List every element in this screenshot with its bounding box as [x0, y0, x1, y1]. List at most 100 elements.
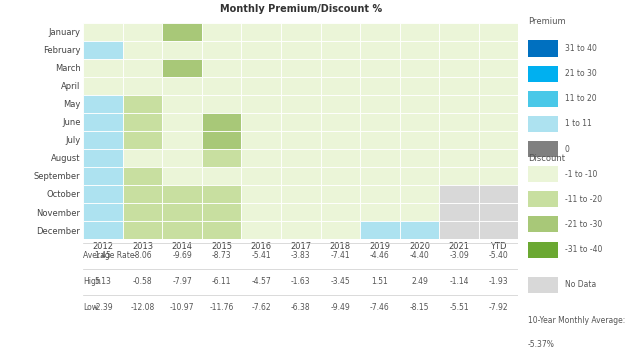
- Bar: [439, 41, 479, 59]
- Bar: [83, 221, 123, 239]
- Bar: [241, 77, 281, 95]
- Bar: [202, 41, 241, 59]
- Bar: [400, 23, 439, 41]
- Bar: [439, 95, 479, 113]
- Bar: [321, 185, 360, 203]
- Text: -1.63: -1.63: [291, 277, 310, 286]
- Text: -7.41: -7.41: [330, 251, 350, 260]
- Text: High: High: [83, 277, 101, 286]
- Bar: [202, 59, 241, 77]
- Text: Monthly Premium/Discount %: Monthly Premium/Discount %: [220, 4, 382, 14]
- Bar: [479, 203, 518, 221]
- Text: -5.37%: -5.37%: [528, 340, 555, 349]
- Bar: [321, 77, 360, 95]
- Text: -5.40: -5.40: [489, 251, 509, 260]
- Bar: [281, 221, 321, 239]
- Bar: [360, 59, 400, 77]
- Bar: [202, 203, 241, 221]
- Text: -1 to -10: -1 to -10: [565, 170, 597, 179]
- Bar: [400, 59, 439, 77]
- Bar: [83, 77, 123, 95]
- Bar: [439, 221, 479, 239]
- Text: -12.08: -12.08: [131, 304, 155, 312]
- Text: Premium: Premium: [528, 17, 566, 26]
- Bar: [281, 113, 321, 131]
- Bar: [163, 59, 202, 77]
- Bar: [241, 185, 281, 203]
- Bar: [281, 185, 321, 203]
- Bar: [202, 221, 241, 239]
- Bar: [321, 59, 360, 77]
- Bar: [528, 40, 557, 57]
- Bar: [321, 167, 360, 185]
- Text: 11 to 20: 11 to 20: [565, 94, 596, 103]
- Bar: [360, 149, 400, 167]
- Bar: [439, 23, 479, 41]
- Bar: [321, 41, 360, 59]
- Bar: [123, 95, 163, 113]
- Bar: [281, 167, 321, 185]
- Bar: [439, 113, 479, 131]
- Bar: [241, 167, 281, 185]
- Bar: [439, 77, 479, 95]
- Bar: [439, 131, 479, 149]
- Text: 31 to 40: 31 to 40: [565, 44, 597, 53]
- Bar: [281, 95, 321, 113]
- Bar: [202, 131, 241, 149]
- Bar: [281, 41, 321, 59]
- Bar: [163, 113, 202, 131]
- Bar: [163, 221, 202, 239]
- Bar: [83, 203, 123, 221]
- Bar: [163, 167, 202, 185]
- Bar: [281, 59, 321, 77]
- Bar: [439, 59, 479, 77]
- Bar: [281, 77, 321, 95]
- Bar: [241, 113, 281, 131]
- Bar: [528, 277, 557, 293]
- Bar: [360, 167, 400, 185]
- Bar: [360, 23, 400, 41]
- Bar: [479, 131, 518, 149]
- Bar: [163, 77, 202, 95]
- Bar: [479, 185, 518, 203]
- Bar: [360, 95, 400, 113]
- Bar: [241, 131, 281, 149]
- Bar: [281, 203, 321, 221]
- Text: -3.45: -3.45: [330, 277, 350, 286]
- Bar: [360, 41, 400, 59]
- Bar: [400, 113, 439, 131]
- Bar: [281, 149, 321, 167]
- Bar: [400, 41, 439, 59]
- Text: -10.97: -10.97: [170, 304, 195, 312]
- Bar: [400, 167, 439, 185]
- Bar: [400, 221, 439, 239]
- Bar: [400, 131, 439, 149]
- Text: -3.83: -3.83: [291, 251, 310, 260]
- Bar: [321, 113, 360, 131]
- Bar: [360, 221, 400, 239]
- Bar: [163, 131, 202, 149]
- Bar: [83, 59, 123, 77]
- Bar: [163, 149, 202, 167]
- Bar: [83, 23, 123, 41]
- Bar: [528, 216, 557, 232]
- Bar: [479, 221, 518, 239]
- Bar: [439, 185, 479, 203]
- Text: Low: Low: [83, 304, 98, 312]
- Bar: [83, 95, 123, 113]
- Bar: [123, 185, 163, 203]
- Bar: [241, 59, 281, 77]
- Bar: [528, 242, 557, 258]
- Bar: [479, 23, 518, 41]
- Bar: [528, 66, 557, 82]
- Bar: [163, 95, 202, 113]
- Bar: [123, 113, 163, 131]
- Text: -4.57: -4.57: [252, 277, 271, 286]
- Bar: [241, 95, 281, 113]
- Bar: [202, 23, 241, 41]
- Text: -6.11: -6.11: [212, 277, 232, 286]
- Bar: [163, 185, 202, 203]
- Text: -11.76: -11.76: [209, 304, 234, 312]
- Bar: [123, 59, 163, 77]
- Bar: [123, 203, 163, 221]
